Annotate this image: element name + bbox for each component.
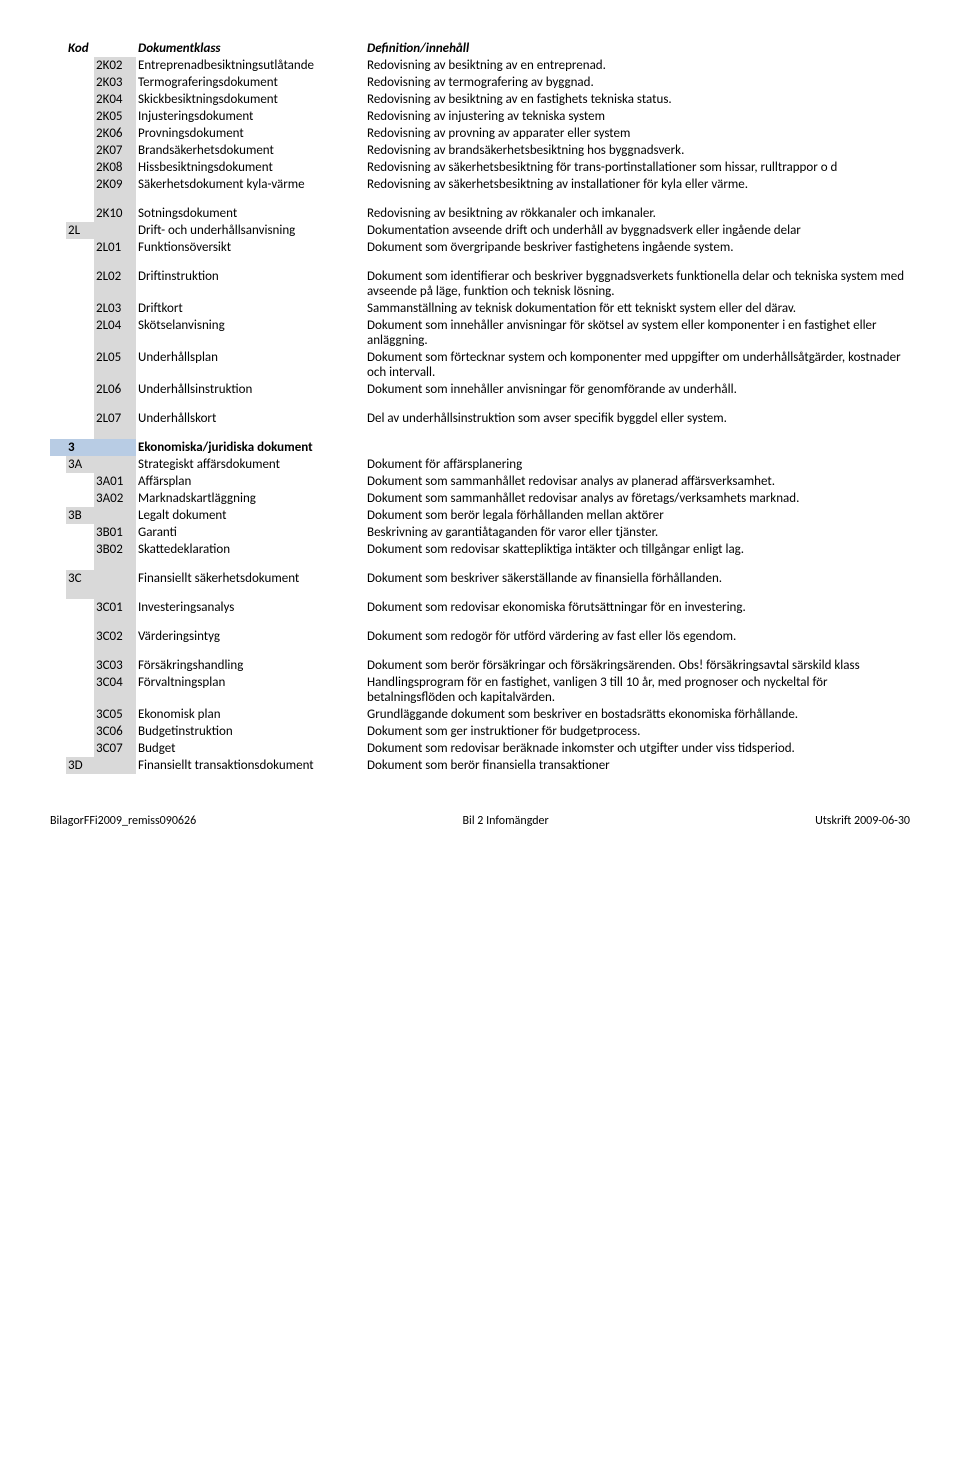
table-row: 3B01GarantiBeskrivning av garantiåtagand…	[50, 524, 910, 541]
table-row: 3C02VärderingsintygDokument som redogör …	[50, 628, 910, 645]
table-row: 3DFinansiellt transaktionsdokumentDokume…	[50, 757, 910, 774]
table-row: 3C06BudgetinstruktionDokument som ger in…	[50, 723, 910, 740]
table-row: 2K04SkickbesiktningsdokumentRedovisning …	[50, 91, 910, 108]
spacer-row	[50, 587, 910, 599]
table-row: 2L06UnderhållsinstruktionDokument som in…	[50, 381, 910, 398]
table-row: 3B02SkattedeklarationDokument som redovi…	[50, 541, 910, 558]
spacer-row	[50, 645, 910, 657]
table-row: 2K10SotningsdokumentRedovisning av besik…	[50, 205, 910, 222]
table-row: 2L03DriftkortSammanställning av teknisk …	[50, 300, 910, 317]
table-row: 3C03FörsäkringshandlingDokument som berö…	[50, 657, 910, 674]
page-footer: BilagorFFi2009_remiss090626 Bil 2 Infomä…	[50, 814, 910, 828]
table-row: 2K09Säkerhetsdokument kyla-värmeRedovisn…	[50, 176, 910, 193]
header-def: Definition/innehåll	[365, 40, 910, 57]
table-row: 3C04FörvaltningsplanHandlingsprogram för…	[50, 674, 910, 706]
table-row: 2L04SkötselanvisningDokument som innehål…	[50, 317, 910, 349]
table-row: 3A01AffärsplanDokument som sammanhållet …	[50, 473, 910, 490]
footer-center: Bil 2 Infomängder	[463, 814, 549, 828]
footer-right: Utskrift 2009-06-30	[815, 814, 910, 828]
spacer-row	[50, 616, 910, 628]
table-row: 2L07UnderhållskortDel av underhållsinstr…	[50, 410, 910, 427]
spacer-row	[50, 427, 910, 439]
table-row: 2K03TermograferingsdokumentRedovisning a…	[50, 74, 910, 91]
table-row: 3C01InvesteringsanalysDokument som redov…	[50, 599, 910, 616]
table-row: 2K08HissbesiktningsdokumentRedovisning a…	[50, 159, 910, 176]
header-kod: Kod	[66, 40, 94, 57]
table-row: 2K06ProvningsdokumentRedovisning av prov…	[50, 125, 910, 142]
table-row: 2L01FunktionsöversiktDokument som övergr…	[50, 239, 910, 256]
header-row: Kod Dokumentklass Definition/innehåll	[50, 40, 910, 57]
table-row: 2K07BrandsäkerhetsdokumentRedovisning av…	[50, 142, 910, 159]
table-row: 2LDrift- och underhållsanvisningDokument…	[50, 222, 910, 239]
spacer-row	[50, 256, 910, 268]
table-row: 2K02EntreprenadbesiktningsutlåtandeRedov…	[50, 57, 910, 74]
table-row: 3CFinansiellt säkerhetsdokumentDokument …	[50, 570, 910, 587]
footer-left: BilagorFFi2009_remiss090626	[50, 814, 196, 828]
spacer-row	[50, 193, 910, 205]
spacer-row	[50, 398, 910, 410]
table-row: 3BLegalt dokumentDokument som berör lega…	[50, 507, 910, 524]
table-row: 2L02DriftinstruktionDokument som identif…	[50, 268, 910, 300]
table-row: 2L05UnderhållsplanDokument som förteckna…	[50, 349, 910, 381]
document-table: Kod Dokumentklass Definition/innehåll 2K…	[50, 40, 910, 774]
table-row: 2K05InjusteringsdokumentRedovisning av i…	[50, 108, 910, 125]
spacer-row	[50, 558, 910, 570]
table-row: 3C05Ekonomisk planGrundläggande dokument…	[50, 706, 910, 723]
table-row: 3AStrategiskt affärsdokumentDokument för…	[50, 456, 910, 473]
header-klass: Dokumentklass	[136, 40, 365, 57]
table-row: 3C07BudgetDokument som redovisar beräkna…	[50, 740, 910, 757]
table-row: 3Ekonomiska/juridiska dokument	[50, 439, 910, 456]
table-row: 3A02MarknadskartläggningDokument som sam…	[50, 490, 910, 507]
